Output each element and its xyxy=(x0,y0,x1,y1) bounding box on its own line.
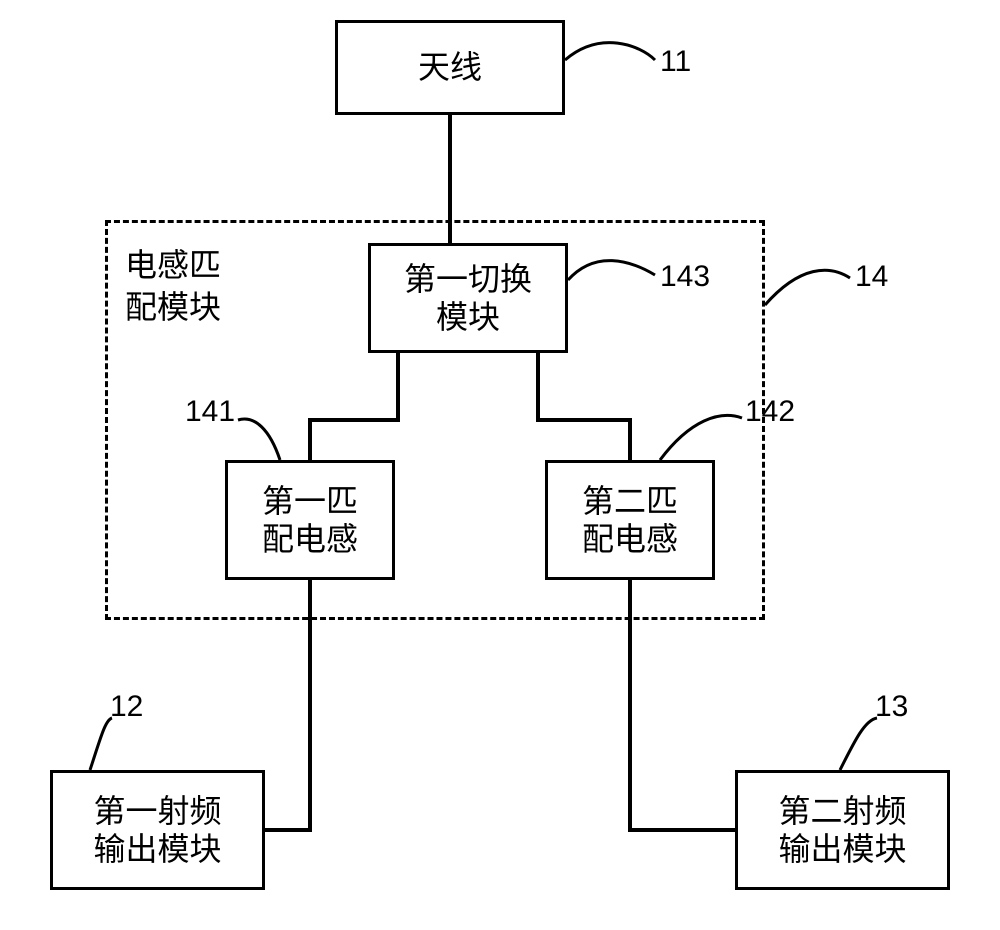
leader-13 xyxy=(0,0,1000,930)
diagram-canvas: 电感匹 配模块 天线 第一切换 模块 第一匹 配电感 第二匹 配电感 第一射频 … xyxy=(0,0,1000,930)
ref-13: 13 xyxy=(875,690,908,724)
